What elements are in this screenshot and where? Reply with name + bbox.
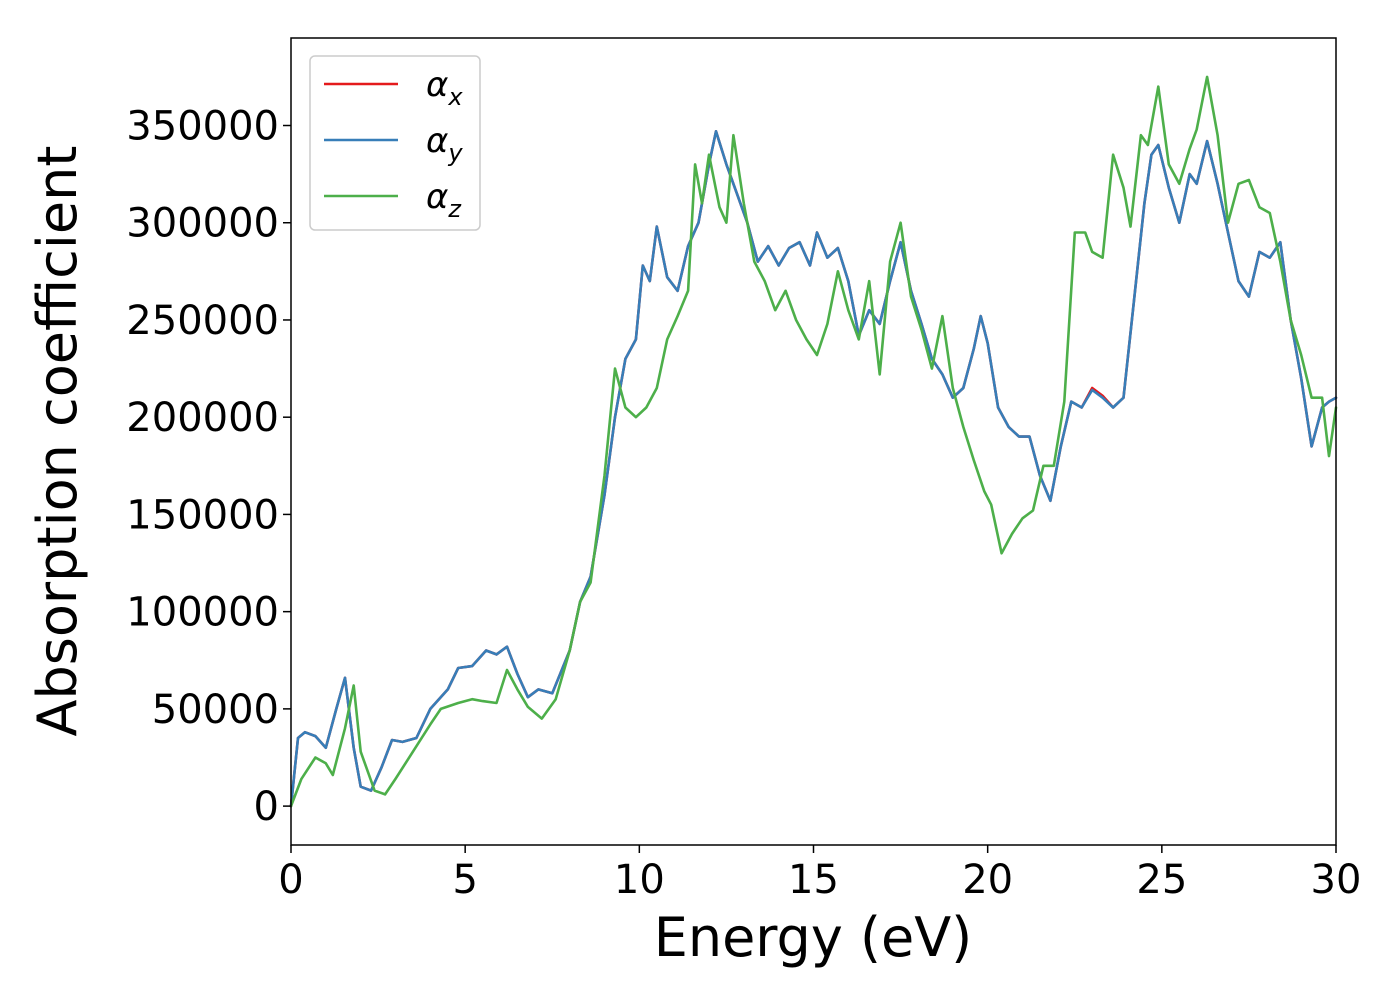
series-line-x [289, 130, 1338, 808]
y-axis-ticks: 0 50000 100000 150000 200000 250000 300000 3500… [126, 104, 291, 830]
x-tick-label: 5 [452, 857, 477, 903]
series-line-y [289, 130, 1338, 808]
y-tick-label: 250000 [126, 298, 279, 344]
y-tick-label: 200000 [126, 395, 279, 441]
y-tick-label: 0 [254, 784, 279, 830]
y-tick-label: 50000 [152, 687, 279, 733]
series-layer [289, 75, 1338, 808]
y-tick-label: 350000 [126, 104, 279, 150]
x-tick-label: 20 [962, 857, 1013, 903]
x-tick-label: 30 [1311, 857, 1362, 903]
x-tick-label: 25 [1136, 857, 1187, 903]
x-tick-label: 10 [614, 857, 665, 903]
x-axis-ticks: 0 5 10 15 20 25 30 [278, 845, 1361, 903]
y-axis-title: Absorption coefficient [26, 146, 89, 737]
y-tick-label: 300000 [126, 201, 279, 247]
x-tick-label: 15 [788, 857, 839, 903]
y-tick-label: 150000 [126, 492, 279, 538]
legend-box [309, 55, 481, 231]
y-tick-label: 100000 [126, 590, 279, 636]
series-line-z [289, 75, 1338, 808]
x-axis-title: Energy (eV) [654, 906, 973, 969]
x-tick-label: 0 [278, 857, 303, 903]
